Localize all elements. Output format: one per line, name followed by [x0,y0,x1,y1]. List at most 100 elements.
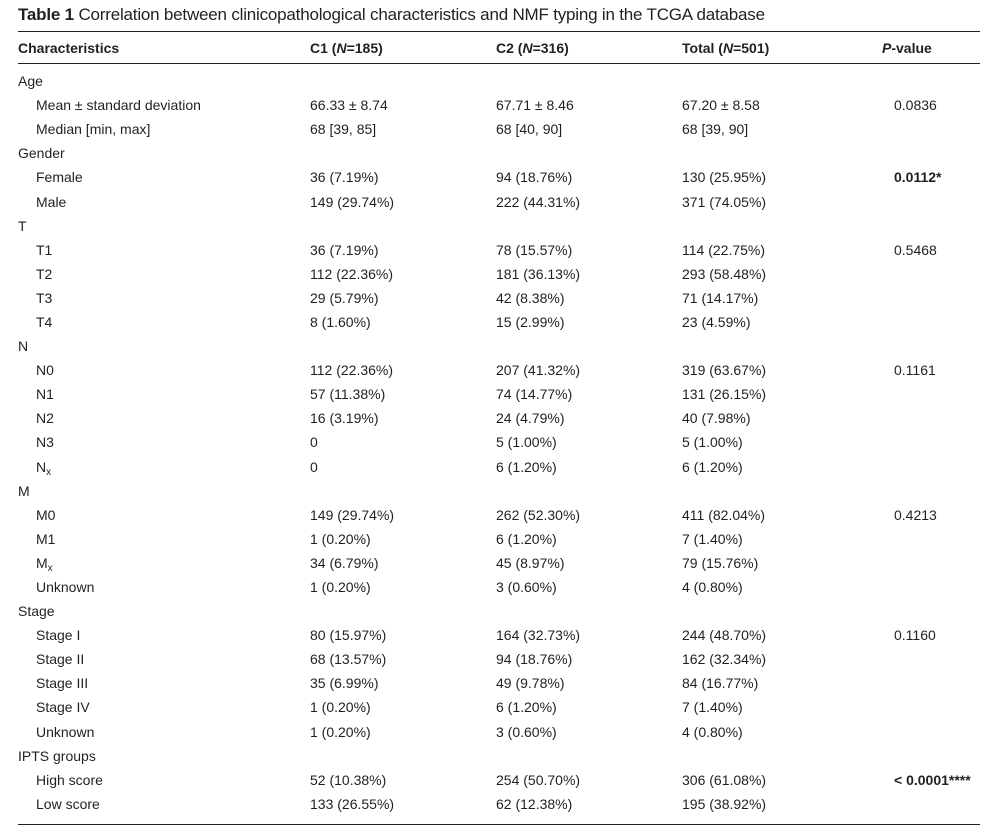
c2-value: 207 (41.32%) [496,362,581,379]
row-label-cell: Low score [18,792,310,816]
p-value: 0.4213 [894,506,937,523]
c2-value-cell: 24 (4.79%) [496,406,682,430]
c1-value: 80 (15.97%) [310,627,387,644]
c1-value-cell: 133 (26.55%) [310,792,496,816]
table-row: T4 8 (1.60%) 15 (2.99%) 23 (4.59%) [18,310,980,334]
table-row: Stage II 68 (13.57%) 94 (18.76%) 162 (32.34… [18,647,980,671]
header-p-value: P-value [876,32,980,63]
table-group-row: T [18,214,980,238]
group-label: Gender [18,145,65,162]
c2-value: 254 (50.70%) [496,771,581,788]
c2-value-cell: 6 (1.20%) [496,695,682,719]
row-label: N2 [36,410,54,427]
table-row: T2 112 (22.36%) 181 (36.13%) 293 (58.48%) [18,262,980,286]
table-row: M1 1 (0.20%) 6 (1.20%) 7 (1.40%) [18,527,980,551]
row-label: Stage I [36,627,81,644]
total-value: 67.20 ± 8.58 [682,97,760,114]
c1-value-cell: 1 (0.20%) [310,695,496,719]
row-label: N1 [36,386,54,403]
row-label-cell: Nx [18,455,310,479]
c2-value-cell: 78 (15.57%) [496,238,682,262]
row-label: T2 [36,265,53,282]
group-label-cell: Stage [18,599,980,623]
c1-value: 66.33 ± 8.74 [310,97,388,114]
header-characteristics: Characteristics [18,32,310,63]
c1-value: 29 (5.79%) [310,289,379,306]
row-label: Stage II [36,651,85,668]
c2-value-cell: 49 (9.78%) [496,671,682,695]
p-value-cell [876,720,980,744]
total-value-cell: 244 (48.70%) [682,623,876,647]
table-row: Stage III 35 (6.99%) 49 (9.78%) 84 (16.77%) [18,671,980,695]
header-c2-suffix: =316) [532,39,569,56]
row-label-subscript: x [47,562,53,574]
header-total-prefix: Total ( [682,39,723,56]
total-value: 71 (14.17%) [682,289,759,306]
c1-value-cell: 112 (22.36%) [310,262,496,286]
c2-value-cell: 164 (32.73%) [496,623,682,647]
table-row: Mean ± standard deviation 66.33 ± 8.74 67.… [18,93,980,117]
c2-value: 45 (8.97%) [496,554,565,571]
total-value: 371 (74.05%) [682,193,767,210]
p-value-cell: 0.0112* [876,165,980,189]
c1-value-cell: 149 (29.74%) [310,189,496,213]
p-value-cell [876,527,980,551]
table-row: Mx 34 (6.79%) 45 (8.97%) 79 (15.76%) [18,551,980,575]
row-label-cell: T2 [18,262,310,286]
total-value-cell: 68 [39, 90] [682,117,876,141]
c2-value-cell: 6 (1.20%) [496,455,682,479]
c2-value-cell: 181 (36.13%) [496,262,682,286]
row-label-cell: Stage II [18,647,310,671]
table-row: Nx 0 6 (1.20%) 6 (1.20%) [18,455,980,479]
row-label-cell: N0 [18,358,310,382]
c1-value-cell: 68 [39, 85] [310,117,496,141]
total-value: 7 (1.40%) [682,530,743,547]
c2-value-cell: 94 (18.76%) [496,647,682,671]
total-value-cell: 371 (74.05%) [682,189,876,213]
c2-value: 3 (0.60%) [496,723,557,740]
p-value-cell [876,262,980,286]
row-label-cell: Stage I [18,623,310,647]
c1-value: 36 (7.19%) [310,169,379,186]
row-label: Stage IV [36,699,90,716]
c2-value: 62 (12.38%) [496,795,573,812]
total-value: 23 (4.59%) [682,313,751,330]
total-value: 130 (25.95%) [682,169,767,186]
c1-value-cell: 52 (10.38%) [310,768,496,792]
table-group-row: Age [18,63,980,93]
c2-value: 5 (1.00%) [496,434,557,451]
table-row: Female 36 (7.19%) 94 (18.76%) 130 (25.95%) 0… [18,165,980,189]
c2-value-cell: 74 (14.77%) [496,382,682,406]
c1-value: 1 (0.20%) [310,699,371,716]
row-label: Unknown [36,579,95,596]
header-c2-prefix: C2 ( [496,39,523,56]
row-label-cell: N1 [18,382,310,406]
group-label: N [18,338,29,355]
group-label: Stage [18,603,55,620]
c1-value: 0 [310,458,318,475]
c1-value-cell: 112 (22.36%) [310,358,496,382]
row-label: T4 [36,313,53,330]
c2-value-cell: 5 (1.00%) [496,430,682,454]
table-group-row: M [18,479,980,503]
p-value-cell [876,286,980,310]
row-label-cell: Stage IV [18,695,310,719]
c1-value: 35 (6.99%) [310,675,379,692]
group-label-cell: T [18,214,980,238]
c2-value-cell: 45 (8.97%) [496,551,682,575]
table-group-row: Gender [18,141,980,165]
group-label: T [18,217,27,234]
total-value-cell: 23 (4.59%) [682,310,876,334]
p-value-cell [876,430,980,454]
c2-value: 222 (44.31%) [496,193,581,210]
c2-value-cell: 94 (18.76%) [496,165,682,189]
p-value-cell [876,575,980,599]
table-row: T3 29 (5.79%) 42 (8.38%) 71 (14.17%) [18,286,980,310]
total-value-cell: 131 (26.15%) [682,382,876,406]
table-caption-text: Correlation between clinicopathological … [78,5,765,24]
row-label: T3 [36,289,53,306]
p-value-cell: 0.1160 [876,623,980,647]
total-value-cell: 67.20 ± 8.58 [682,93,876,117]
c1-value-cell: 66.33 ± 8.74 [310,93,496,117]
